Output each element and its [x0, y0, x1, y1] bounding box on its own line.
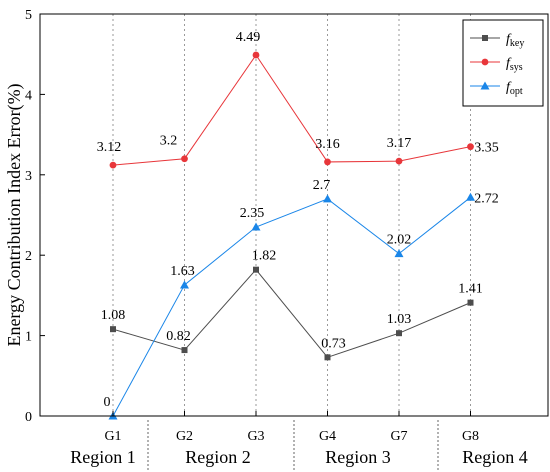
legend-marker-key: [482, 35, 488, 41]
data-label-key: 0.82: [166, 329, 191, 344]
point-key: [396, 330, 402, 337]
series-line-key: [112, 268, 471, 358]
point-opt: [180, 280, 189, 289]
point-sys: [181, 155, 188, 163]
legend-marker-opt: [480, 81, 490, 90]
data-label-key: 0.73: [321, 336, 346, 351]
point-opt: [251, 222, 261, 231]
data-label-opt: 2.35: [240, 206, 265, 221]
data-label-sys: 4.49: [236, 30, 261, 45]
point-key: [324, 354, 331, 361]
region-label: Region 2: [185, 447, 251, 467]
y-tick-label: 1: [25, 330, 32, 345]
point-opt: [466, 192, 475, 201]
point-key: [253, 266, 259, 273]
region-labels: Region 1 Region 2 Region 3 Region 4: [70, 420, 528, 470]
legend-marker-sys: [481, 58, 489, 66]
legend-box: [462, 19, 544, 107]
series-markers: [108, 51, 475, 420]
plot-frame: [39, 13, 549, 417]
region-label: Region 3: [325, 447, 391, 467]
point-sys: [252, 51, 260, 59]
series-line-sys: [112, 54, 471, 166]
region-label: Region 1: [70, 447, 136, 467]
y-axis-label: Energy Contribution Index Error(%): [4, 83, 25, 346]
y-tick-label: 2: [25, 249, 32, 264]
series-lines: [112, 54, 471, 417]
data-label-sys: 3.35: [474, 141, 499, 156]
data-label-opt: 1.63: [170, 264, 195, 279]
data-label-opt: 2.02: [387, 233, 412, 248]
x-tick-label: G7: [390, 429, 407, 444]
data-labels: 1.08 0.82 1.82 0.73 1.03 1.41 3.12 3.2 4.49 3.16 3…: [97, 30, 499, 410]
axes: 0 1 2 3 4 5 G1 G2 G3 G4 G7 G8: [25, 8, 479, 444]
point-key: [110, 326, 116, 333]
point-opt: [323, 194, 332, 203]
data-label-key: 1.03: [387, 312, 412, 327]
data-label-key: 1.82: [252, 249, 277, 264]
data-label-opt: 2.72: [474, 191, 499, 206]
data-label-opt: 0: [104, 395, 111, 410]
y-tick-label: 0: [25, 410, 32, 425]
x-tick-label: G8: [462, 429, 479, 444]
data-label-sys: 3.16: [315, 137, 340, 152]
series-line-opt: [112, 196, 471, 417]
grid: [112, 14, 471, 416]
data-label-opt: 2.7: [313, 178, 331, 193]
data-label-sys: 3.17: [387, 136, 412, 151]
point-key: [467, 299, 474, 306]
data-label-key: 1.08: [101, 308, 126, 323]
point-sys: [395, 157, 403, 165]
x-tick-label: G2: [176, 429, 193, 444]
data-label-key: 1.41: [458, 282, 483, 297]
region-label: Region 4: [462, 447, 528, 467]
point-sys: [324, 158, 331, 166]
data-label-sys: 3.2: [160, 134, 178, 149]
data-label-sys: 3.12: [97, 140, 122, 155]
point-sys: [467, 143, 474, 151]
x-tick-label: G4: [319, 429, 336, 444]
point-sys: [109, 161, 117, 169]
x-tick-label: G3: [247, 429, 264, 444]
y-tick-label: 3: [25, 169, 32, 184]
point-opt: [394, 249, 404, 258]
x-tick-label: G1: [104, 429, 121, 444]
y-tick-label: 5: [25, 8, 32, 23]
point-key: [181, 347, 188, 354]
y-tick-label: 4: [25, 88, 32, 103]
